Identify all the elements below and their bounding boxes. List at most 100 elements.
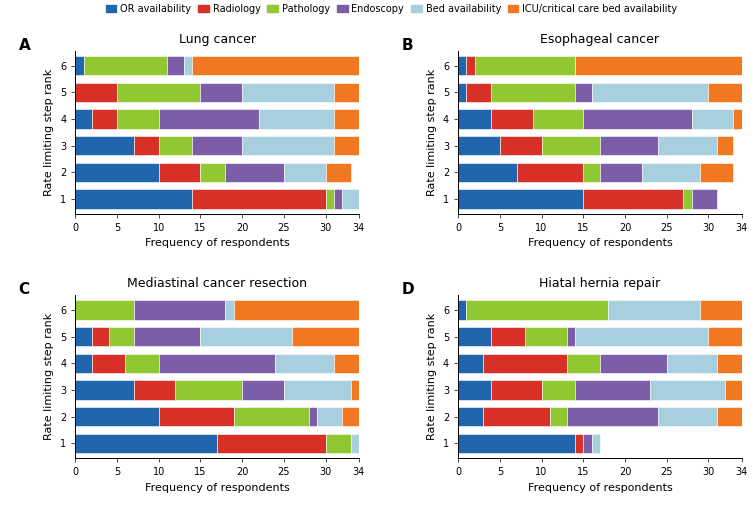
X-axis label: Frequency of respondents: Frequency of respondents	[528, 238, 672, 248]
Bar	[75, 380, 134, 400]
Bar	[175, 380, 242, 400]
Bar	[117, 109, 159, 129]
Bar	[192, 136, 242, 155]
Bar	[658, 407, 717, 427]
Bar	[233, 407, 309, 427]
Bar	[217, 434, 325, 453]
Bar	[159, 136, 192, 155]
Text: B: B	[401, 38, 413, 53]
Bar	[458, 56, 466, 75]
Bar	[92, 327, 108, 346]
Bar	[492, 109, 533, 129]
Bar	[134, 380, 175, 400]
Bar	[658, 136, 717, 155]
Bar	[351, 434, 359, 453]
Bar	[517, 163, 584, 182]
Bar	[84, 56, 167, 75]
Bar	[709, 82, 742, 102]
Bar	[584, 189, 683, 209]
Bar	[284, 380, 351, 400]
Bar	[200, 163, 225, 182]
Bar	[458, 189, 584, 209]
Bar	[167, 56, 184, 75]
Bar	[75, 82, 117, 102]
Bar	[692, 189, 717, 209]
Bar	[575, 327, 709, 346]
Bar	[75, 163, 159, 182]
Bar	[192, 189, 325, 209]
Bar	[466, 56, 475, 75]
Bar	[600, 354, 666, 373]
Bar	[492, 327, 525, 346]
Title: Lung cancer: Lung cancer	[178, 33, 255, 46]
Bar	[134, 300, 225, 320]
Bar	[541, 136, 600, 155]
Bar	[533, 109, 584, 129]
Bar	[458, 300, 466, 320]
Text: D: D	[401, 282, 414, 297]
Bar	[225, 300, 233, 320]
Bar	[608, 300, 700, 320]
Bar	[159, 407, 233, 427]
Bar	[650, 380, 725, 400]
Bar	[733, 109, 742, 129]
Bar	[458, 136, 500, 155]
Bar	[483, 407, 550, 427]
Title: Hiatal hernia repair: Hiatal hernia repair	[539, 277, 660, 290]
Bar	[225, 163, 284, 182]
Y-axis label: Rate limiting step rank: Rate limiting step rank	[427, 313, 437, 440]
Bar	[108, 327, 134, 346]
Bar	[75, 109, 92, 129]
Bar	[717, 136, 733, 155]
Bar	[692, 109, 733, 129]
Bar	[159, 109, 259, 129]
Bar	[342, 407, 359, 427]
Bar	[575, 56, 742, 75]
Bar	[483, 354, 566, 373]
Bar	[525, 327, 566, 346]
Y-axis label: Rate limiting step rank: Rate limiting step rank	[44, 313, 54, 440]
Bar	[466, 82, 492, 102]
Bar	[75, 327, 92, 346]
Bar	[700, 163, 733, 182]
Bar	[75, 56, 84, 75]
Bar	[541, 380, 575, 400]
Bar	[584, 163, 600, 182]
X-axis label: Frequency of respondents: Frequency of respondents	[145, 483, 289, 493]
Bar	[184, 56, 192, 75]
Bar	[92, 109, 117, 129]
Bar	[134, 327, 200, 346]
Bar	[325, 189, 334, 209]
Bar	[709, 327, 742, 346]
Bar	[75, 434, 217, 453]
Bar	[566, 407, 658, 427]
Bar	[334, 109, 359, 129]
Bar	[334, 136, 359, 155]
Bar	[642, 163, 700, 182]
Bar	[566, 327, 575, 346]
Bar	[458, 380, 492, 400]
Bar	[159, 354, 276, 373]
Text: A: A	[19, 38, 30, 53]
Legend: OR availability, Radiology, Pathology, Endoscopy, Bed availability, ICU/critical: OR availability, Radiology, Pathology, E…	[102, 0, 681, 17]
Bar	[242, 380, 284, 400]
Bar	[458, 163, 517, 182]
Bar	[550, 407, 566, 427]
Bar	[334, 82, 367, 102]
Bar	[458, 434, 575, 453]
Bar	[325, 163, 351, 182]
Bar	[584, 109, 692, 129]
Bar	[242, 136, 334, 155]
Bar	[592, 82, 709, 102]
Bar	[575, 380, 650, 400]
Bar	[666, 354, 717, 373]
Bar	[125, 354, 159, 373]
Bar	[334, 189, 342, 209]
Bar	[475, 56, 575, 75]
Bar	[683, 189, 692, 209]
Title: Mediastinal cancer resection: Mediastinal cancer resection	[127, 277, 307, 290]
Bar	[284, 163, 325, 182]
Bar	[458, 327, 492, 346]
Bar	[575, 82, 592, 102]
Bar	[317, 407, 342, 427]
